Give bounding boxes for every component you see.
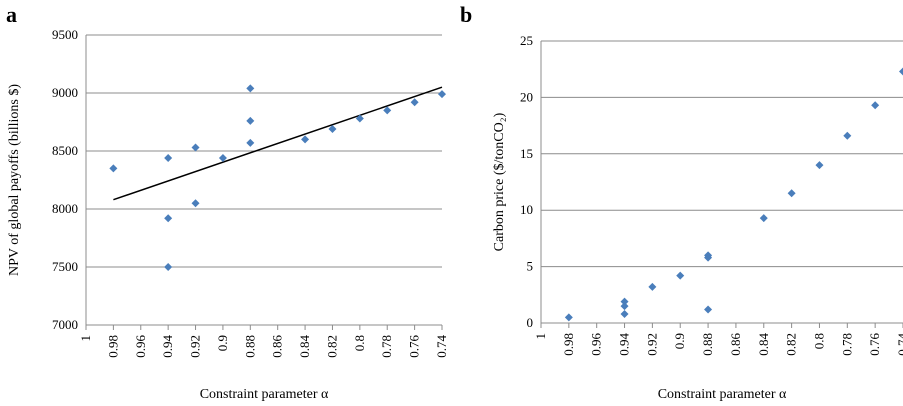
chart0-data-point bbox=[246, 116, 255, 125]
chart1-y-axis-label: Carbon price ($/tonCO₂) bbox=[492, 112, 507, 251]
chart0-y-axis-label: NPV of global payoffs (billions $) bbox=[7, 84, 22, 276]
chart0-y-tick-label: 8500 bbox=[52, 143, 78, 158]
chart1-x-tick-label: 0.96 bbox=[589, 333, 604, 356]
chart0-x-tick-label: 0.98 bbox=[105, 335, 120, 358]
chart1-x-tick-label: 0.92 bbox=[644, 333, 659, 356]
chart1-data-point bbox=[620, 302, 629, 311]
chart1-data-point bbox=[704, 253, 713, 262]
chart1-y-tick-label: 10 bbox=[520, 202, 533, 217]
chart1-x-tick-label: 0.76 bbox=[867, 333, 882, 356]
chart0-data-point bbox=[355, 114, 364, 123]
chart0-x-tick-label: 0.96 bbox=[133, 335, 148, 358]
chart1-x-tick-label: 0.86 bbox=[728, 333, 743, 356]
chart0-data-point bbox=[109, 164, 118, 173]
chart1-y-tick-label: 0 bbox=[527, 315, 534, 330]
chart1-data-point bbox=[620, 309, 629, 318]
chart0-y-tick-label: 9000 bbox=[52, 85, 78, 100]
chart1-data-point bbox=[871, 101, 880, 110]
chart1-x-axis-label: Constraint parameter α bbox=[658, 387, 787, 402]
chart0-data-point bbox=[328, 124, 337, 133]
chart0-data-point bbox=[383, 106, 392, 115]
chart0-x-axis-label: Constraint parameter α bbox=[200, 387, 329, 402]
chart0-x-tick-label: 0.92 bbox=[188, 335, 203, 358]
chart0-y-tick-label: 7000 bbox=[52, 317, 78, 332]
chart1-data-point bbox=[787, 189, 796, 198]
chart1-y-tick-label: 20 bbox=[520, 89, 533, 104]
chart0-y-tick-label: 9500 bbox=[52, 27, 78, 42]
chart0-data-point bbox=[164, 263, 173, 271]
chart0-data-point bbox=[164, 153, 173, 162]
panel-label-a: a bbox=[6, 2, 17, 27]
chart1-data-point bbox=[815, 161, 824, 170]
chart1-x-tick-label: 0.8 bbox=[811, 333, 826, 349]
chart1-y-tick-label: 15 bbox=[520, 146, 533, 161]
chart0-data-point bbox=[410, 98, 419, 107]
chart1-x-tick-label: 0.88 bbox=[700, 333, 715, 356]
chart1-x-tick-label: 0.94 bbox=[617, 333, 632, 356]
chart0-x-tick-label: 0.78 bbox=[379, 335, 394, 358]
chart1-x-tick-label: 0.78 bbox=[839, 333, 854, 356]
chart0-x-tick-label: 0.74 bbox=[434, 335, 449, 358]
chart1-x-tick-label: 0.84 bbox=[756, 333, 771, 356]
chart1-x-tick-label: 0.9 bbox=[672, 333, 687, 349]
chart0-data-point bbox=[164, 214, 173, 223]
chart0-y-tick-label: 8000 bbox=[52, 201, 78, 216]
chart1-data-point bbox=[620, 297, 629, 306]
chart0-data-point bbox=[191, 199, 200, 208]
chart1-x-tick-label: 0.74 bbox=[895, 333, 903, 356]
chart0-data-point bbox=[438, 90, 446, 99]
chart0-x-tick-label: 0.84 bbox=[297, 335, 312, 358]
chart0-data-point bbox=[191, 143, 200, 152]
chart0-data-point bbox=[301, 135, 310, 144]
chart1-y-tick-label: 25 bbox=[520, 33, 533, 48]
chart1-x-tick-label: 0.82 bbox=[784, 333, 799, 356]
chart0-x-tick-label: 0.9 bbox=[215, 335, 230, 351]
chart0-y-tick-label: 7500 bbox=[52, 259, 78, 274]
chart0-x-tick-label: 0.86 bbox=[270, 335, 285, 358]
panel-label-b: b bbox=[460, 2, 472, 27]
chart1-data-point bbox=[843, 131, 852, 140]
chart1-x-tick-label: 0.98 bbox=[561, 333, 576, 356]
chart1-data-point bbox=[564, 313, 573, 322]
chart1-data-point bbox=[704, 305, 713, 314]
chart0-x-tick-label: 0.88 bbox=[242, 335, 257, 358]
chart1-data-point bbox=[759, 214, 768, 223]
chart-carbon-price: 0 5 10 15 20 25 1 0.98 0.96 0.94 0.92 0.9 0.88 0.86 0.… bbox=[492, 33, 903, 402]
chart0-x-tick-label: 0.8 bbox=[352, 335, 367, 351]
chart0-data-point bbox=[246, 84, 255, 93]
chart1-data-point bbox=[648, 282, 657, 291]
chart0-x-tick-label: 0.82 bbox=[324, 335, 339, 358]
chart0-x-tick-label: 1 bbox=[78, 335, 93, 342]
chart0-data-point bbox=[218, 153, 227, 162]
chart1-x-tick-label: 1 bbox=[533, 333, 548, 340]
chart-npv-payoffs: 7000 7500 8000 8500 9000 9500 1 0.98 0.96 0.94 0.9… bbox=[7, 27, 449, 402]
chart1-y-tick-label: 5 bbox=[527, 259, 534, 274]
chart0-x-tick-label: 0.94 bbox=[160, 335, 175, 358]
chart0-data-point bbox=[246, 138, 255, 147]
chart1-data-point bbox=[676, 271, 685, 280]
chart1-data-point bbox=[899, 67, 903, 76]
chart0-trendline bbox=[113, 86, 443, 201]
chart0-x-tick-label: 0.76 bbox=[407, 335, 422, 358]
